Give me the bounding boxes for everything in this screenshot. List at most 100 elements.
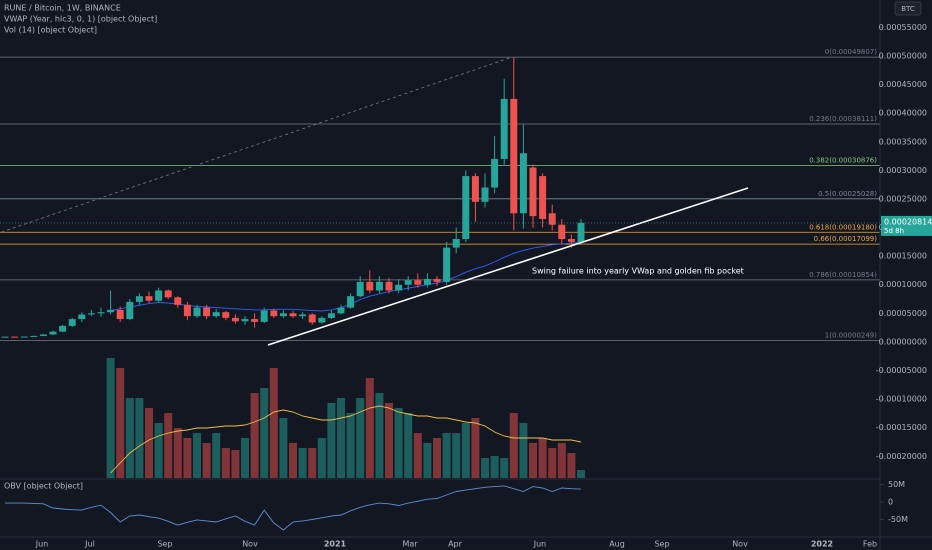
fib-label: 1(0.00000249) [825, 331, 877, 339]
volume-bar [577, 470, 585, 478]
candle-body [491, 158, 499, 188]
volume-bar [423, 443, 432, 478]
volume-bar [490, 456, 499, 478]
fib-label: 0.382(0.00030876) [809, 156, 877, 164]
candle-body [347, 296, 355, 308]
volume-bar [125, 398, 134, 478]
candle-body [241, 319, 249, 322]
volume-bar [250, 393, 259, 478]
volume-bar [183, 438, 192, 478]
price-tick-label: -0.00010000 [876, 395, 927, 404]
candle-body [68, 319, 76, 326]
currency-button[interactable] [894, 1, 922, 16]
volume-bar [567, 453, 576, 478]
candle-body [471, 176, 479, 202]
candle-body [39, 334, 47, 336]
candle-body [327, 313, 335, 318]
obv-line [5, 485, 582, 531]
volume-bar [529, 443, 537, 478]
obv-tick-label: 0 [888, 498, 893, 507]
time-label: Aug [609, 540, 625, 549]
price-tick-label: -0.00020000 [876, 452, 927, 461]
volume-bar [193, 433, 201, 478]
price-tick-label: 0.00010000 [879, 280, 927, 289]
volume-bar [173, 428, 182, 478]
volume-bar [289, 443, 297, 478]
obv-tick-label: 50M [888, 480, 905, 489]
candle-body [500, 98, 508, 159]
candle-body [183, 304, 191, 317]
time-label: 2022 [811, 540, 833, 549]
price-tick-label: 0.00050000 [879, 52, 927, 61]
candle-body [20, 336, 28, 338]
candle-body [519, 153, 527, 214]
candle-body [481, 187, 489, 202]
candle-body [260, 310, 268, 322]
price-tick-label: -0.00005000 [876, 366, 927, 375]
volume-bar [135, 398, 144, 478]
time-label: Jun [533, 540, 547, 549]
candle-body [135, 296, 143, 302]
fib-label: 0.5(0.00025028) [818, 190, 877, 198]
time-label: Apr [448, 540, 463, 549]
volume-bar [471, 418, 480, 478]
currency-label: BTC [901, 5, 915, 13]
candle-body [1, 336, 9, 338]
volume-bar [212, 433, 221, 478]
candle-body [529, 167, 537, 217]
candle-body [212, 312, 220, 317]
volume-bar [394, 408, 403, 478]
candle-body [231, 317, 239, 322]
candle-body [289, 313, 297, 317]
candle-body [443, 247, 451, 282]
volume-bar [116, 368, 125, 478]
candle-body [404, 280, 412, 285]
price-tick-label: 0.00005000 [879, 309, 927, 318]
volume-bar [413, 433, 422, 478]
candle-body [452, 239, 460, 248]
candle-body [375, 281, 383, 291]
candle-body [539, 176, 547, 219]
time-label: Jun [35, 540, 49, 549]
candle-body [155, 290, 163, 301]
volume-bar [509, 413, 518, 478]
vol-legend: Vol (14) [object Object] [4, 26, 97, 35]
candle-body [423, 279, 431, 285]
symbol-title: RUNE / Bitcoin, 1W, BINANCE [4, 4, 121, 13]
time-label: Nov [732, 540, 748, 549]
candle-body [279, 313, 287, 317]
trendline[interactable] [267, 187, 749, 346]
candle-body [567, 239, 575, 242]
time-label: Sep [157, 540, 172, 549]
time-label: Mar [402, 540, 418, 549]
fib-label: 0.618(0.00019180) [809, 223, 877, 231]
price-tick-label: 0.00030000 [879, 166, 927, 175]
obv-tick-label: -50M [888, 515, 908, 524]
volume-bar [298, 448, 307, 478]
price-tick-label: 0.00015000 [879, 252, 927, 261]
candle-body [116, 309, 124, 320]
candle-body [395, 284, 403, 291]
candle-body [251, 319, 259, 322]
candle-body [318, 317, 326, 323]
volume-bar [433, 438, 441, 478]
price-tick-label: 0.00000000 [879, 337, 927, 346]
price-tick-label: -0.00015000 [876, 423, 927, 432]
candle-body [558, 224, 566, 239]
candle-body [87, 313, 95, 315]
volume-bar [106, 358, 115, 478]
fib-label: 0.66(0.00017099) [814, 235, 878, 243]
volume-bar [442, 433, 451, 478]
volume-bar [356, 398, 365, 478]
candle-body [366, 281, 374, 291]
vwap-legend: VWAP (Year, hlc3, 0, 1) [object Object] [4, 15, 157, 24]
candle-body [145, 296, 153, 301]
candle-body [510, 98, 518, 214]
candle-body [414, 280, 422, 285]
volume-bar [308, 448, 317, 478]
fib-label: 0.786(0.00010854) [809, 271, 877, 279]
obv-legend: OBV [object Object] [4, 482, 83, 491]
annotation: Swing failure into yearly VWap and golde… [532, 267, 744, 276]
volume-bar [269, 368, 278, 478]
